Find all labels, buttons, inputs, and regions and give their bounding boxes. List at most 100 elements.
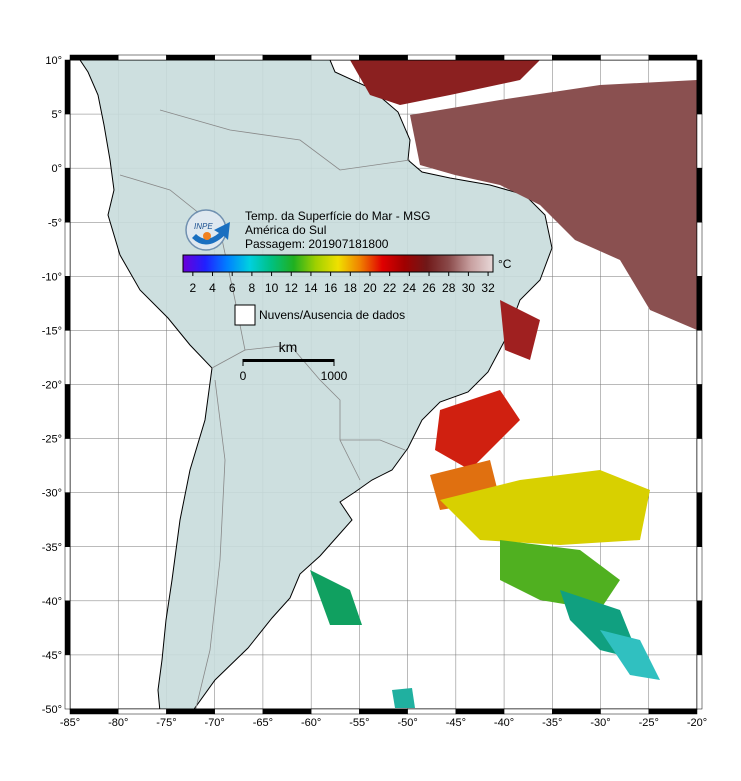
frame-band <box>455 54 505 61</box>
colorbar-tick-label: 14 <box>304 281 318 295</box>
colorbar-tick-label: 12 <box>285 281 299 295</box>
sst-patch <box>392 688 415 708</box>
sst-patch <box>410 80 697 330</box>
border <box>195 379 226 709</box>
frame-band <box>552 54 601 61</box>
title-line: América do Sul <box>245 223 326 237</box>
frame-band <box>503 708 553 715</box>
colorbar-tick-label: 18 <box>344 281 358 295</box>
y-tick-label: 0° <box>51 163 62 175</box>
colorbar-tick-label: 20 <box>363 281 377 295</box>
frame-band <box>696 59 703 115</box>
frame-band <box>696 600 703 656</box>
x-tick-label: -85° <box>60 717 80 729</box>
colorbar <box>182 254 494 273</box>
y-tick-label: -30° <box>42 488 62 500</box>
frame-band <box>310 54 360 61</box>
frame-band <box>166 708 215 715</box>
frame-band <box>64 222 71 277</box>
frame-band <box>696 384 703 439</box>
title-line: Passagem: 201907181800 <box>245 237 389 251</box>
frame-band <box>64 438 71 493</box>
frame-band <box>64 276 71 331</box>
y-tick-label: -40° <box>42 596 62 608</box>
x-tick-label: -25° <box>639 717 659 729</box>
frame-band <box>407 708 457 715</box>
frame-band <box>359 708 408 715</box>
x-tick-label: -30° <box>590 717 610 729</box>
scale-bar-body <box>243 359 334 362</box>
frame-band <box>64 546 71 602</box>
x-tick-label: -75° <box>156 717 176 729</box>
frame-band <box>310 708 360 715</box>
frame-band <box>696 113 703 169</box>
svg-text:INPE: INPE <box>194 222 213 231</box>
scale-bar: 0 1000 <box>240 359 348 383</box>
sst-patch <box>500 540 620 610</box>
x-tick-label: -45° <box>446 717 466 729</box>
frame-band <box>696 222 703 277</box>
frame-band <box>64 59 71 115</box>
frame-band <box>359 54 408 61</box>
x-tick-label: -50° <box>397 717 417 729</box>
frame-band <box>696 546 703 602</box>
frame-band <box>69 708 119 715</box>
sst-patch <box>500 300 540 360</box>
frame-band <box>696 167 703 223</box>
frame-band <box>503 54 553 61</box>
frame-band <box>64 654 71 710</box>
x-tick-label: -55° <box>349 717 369 729</box>
scale-tick-label: 1000 <box>321 369 348 383</box>
frame-band <box>64 384 71 439</box>
colorbar-tick-label: 16 <box>324 281 338 295</box>
frame-band <box>696 654 703 710</box>
frame-band <box>117 708 167 715</box>
frame-band <box>552 708 601 715</box>
y-tick-label: -50° <box>42 704 62 716</box>
legend-swatch <box>234 304 256 326</box>
colorbar-tick-label: 28 <box>442 281 456 295</box>
y-tick-label: -10° <box>42 271 62 283</box>
frame-bands <box>64 54 703 715</box>
frame-band <box>455 708 505 715</box>
frame-band <box>262 54 312 61</box>
frame-band <box>64 492 71 547</box>
x-tick-label: -65° <box>253 717 273 729</box>
x-tick-label: -80° <box>108 717 128 729</box>
x-tick-label: -70° <box>205 717 225 729</box>
colorbar-tick-label: 22 <box>383 281 397 295</box>
frame-band <box>64 330 71 385</box>
y-tick-label: -45° <box>42 650 62 662</box>
colorbar-tick-label: 26 <box>422 281 436 295</box>
sst-patch <box>600 630 660 680</box>
frame-band <box>214 708 264 715</box>
sst-patch <box>350 60 540 105</box>
y-tick-label: -25° <box>42 434 62 446</box>
frame-band <box>166 54 215 61</box>
x-tick-label: -40° <box>494 717 514 729</box>
y-tick-label: -20° <box>42 380 62 392</box>
y-tick-label: 10° <box>45 55 62 67</box>
colorbar-tick-label: 8 <box>249 281 256 295</box>
sst-patch <box>435 390 520 470</box>
colorbar-unit: °C <box>498 257 512 271</box>
frame-band <box>64 167 71 223</box>
colorbar-tick-label: 4 <box>209 281 216 295</box>
border <box>340 439 406 451</box>
frame-band <box>64 600 71 656</box>
frame-band <box>696 276 703 331</box>
y-tick-label: -35° <box>42 542 62 554</box>
colorbar-tick-label: 2 <box>189 281 196 295</box>
frame-band <box>696 438 703 493</box>
frame-band <box>648 708 698 715</box>
title-line: Temp. da Superfície do Mar - MSG <box>245 209 430 223</box>
scale-tick-label: 0 <box>240 369 247 383</box>
sst-patch <box>310 570 362 625</box>
scale-unit: km <box>279 339 298 355</box>
frame-band <box>117 54 167 61</box>
frame-band <box>600 54 650 61</box>
colorbar-tick-label: 10 <box>265 281 279 295</box>
logo: INPE <box>185 209 230 251</box>
